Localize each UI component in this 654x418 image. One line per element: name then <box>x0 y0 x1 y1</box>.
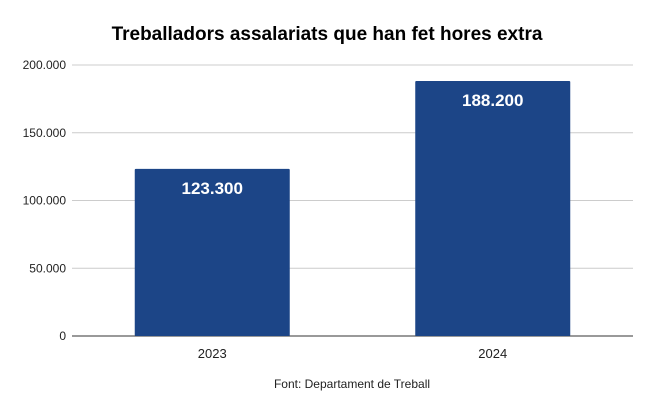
y-tick-label: 200.000 <box>23 58 67 72</box>
x-tick-label: 2023 <box>198 346 227 361</box>
y-tick-label: 100.000 <box>23 194 67 208</box>
bar-2024 <box>415 80 571 336</box>
x-tick-label: 2024 <box>478 346 507 361</box>
y-tick-label: 150.000 <box>23 126 67 140</box>
y-tick-label: 0 <box>59 329 66 343</box>
data-label: 123.300 <box>182 179 243 198</box>
chart-title: Treballadors assalariats que han fet hor… <box>112 24 543 45</box>
bar-2023 <box>134 168 290 336</box>
y-tick-label: 50.000 <box>29 261 66 275</box>
data-label: 188.200 <box>462 91 523 110</box>
source-note: Font: Departament de Treball <box>274 377 430 391</box>
